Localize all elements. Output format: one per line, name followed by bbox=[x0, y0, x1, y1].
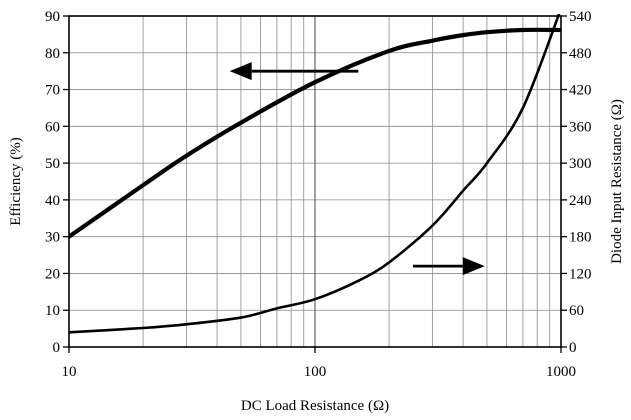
y2-tick-label: 120 bbox=[569, 266, 592, 282]
y2-axis-title: Diode Input Resistance (Ω) bbox=[609, 99, 625, 264]
y-axis-title: Efficiency (%) bbox=[8, 137, 24, 225]
y-tick-label: 60 bbox=[45, 119, 60, 135]
tick-labels: 0102030405060708090060120180240300360420… bbox=[45, 9, 592, 380]
y2-tick-label: 480 bbox=[569, 46, 592, 62]
arrow-right-head bbox=[462, 257, 485, 276]
arrow-left-head bbox=[229, 62, 252, 81]
y-tick-label: 10 bbox=[45, 303, 60, 319]
series bbox=[69, 14, 561, 334]
y2-tick-label: 0 bbox=[569, 340, 577, 356]
y2-tick-label: 540 bbox=[569, 9, 592, 25]
y-tick-label: 20 bbox=[45, 266, 60, 282]
x-tick-label: 1000 bbox=[546, 364, 576, 380]
x-axis-title: DC Load Resistance (Ω) bbox=[241, 398, 389, 414]
y2-tick-label: 420 bbox=[569, 83, 592, 99]
diode-resistance-series-line bbox=[69, 14, 561, 334]
x-tick-label: 10 bbox=[62, 364, 77, 380]
y-tick-label: 80 bbox=[45, 46, 60, 62]
grid bbox=[69, 16, 561, 347]
y2-tick-label: 180 bbox=[569, 230, 592, 246]
y2-tick-label: 300 bbox=[569, 156, 592, 172]
y-tick-label: 90 bbox=[45, 9, 60, 25]
y2-tick-label: 60 bbox=[569, 303, 584, 319]
annotations bbox=[229, 62, 485, 276]
x-tick-label: 100 bbox=[304, 364, 327, 380]
y-tick-label: 50 bbox=[45, 156, 60, 172]
axis-ticks bbox=[63, 15, 567, 353]
y-tick-label: 30 bbox=[45, 230, 60, 246]
y-tick-label: 70 bbox=[45, 83, 60, 99]
y2-tick-label: 240 bbox=[569, 193, 592, 209]
y-tick-label: 0 bbox=[53, 340, 61, 356]
y-tick-label: 40 bbox=[45, 193, 60, 209]
y2-tick-label: 360 bbox=[569, 119, 592, 135]
efficiency-series-line bbox=[69, 27, 561, 239]
